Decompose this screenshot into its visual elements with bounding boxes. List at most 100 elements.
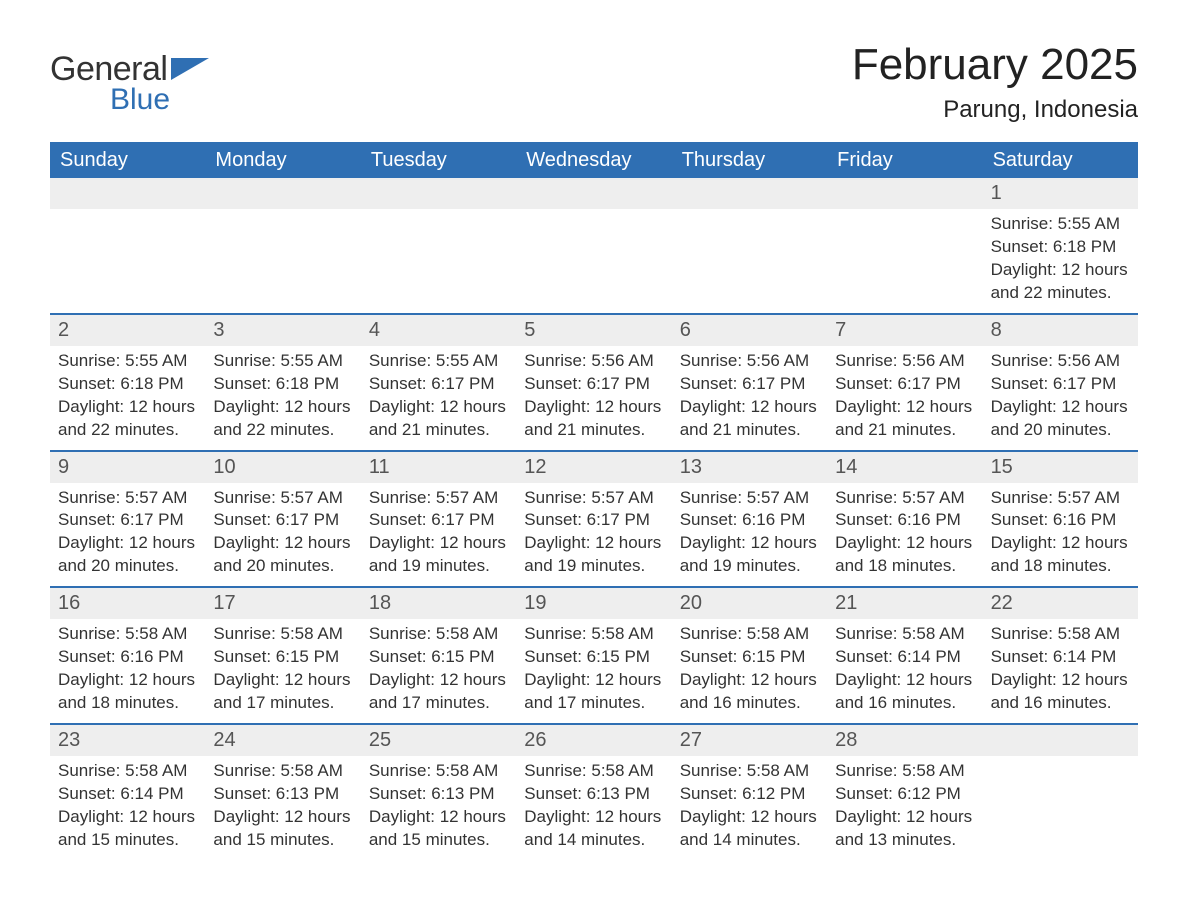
daylight1-label: Daylight: 12 hours	[369, 532, 508, 555]
title-block: February 2025 Parung, Indonesia	[852, 40, 1138, 124]
daylight1-label: Daylight: 12 hours	[680, 532, 819, 555]
day-number: 28	[827, 725, 982, 756]
week-row: 2Sunrise: 5:55 AMSunset: 6:18 PMDaylight…	[50, 313, 1138, 450]
sunrise-label: Sunrise: 5:57 AM	[58, 487, 197, 510]
sunset-label: Sunset: 6:18 PM	[991, 236, 1130, 259]
sunset-label: Sunset: 6:17 PM	[680, 373, 819, 396]
sunset-label: Sunset: 6:16 PM	[835, 509, 974, 532]
sunset-label: Sunset: 6:17 PM	[524, 373, 663, 396]
daylight2-label: and 21 minutes.	[680, 419, 819, 442]
day-details: Sunrise: 5:55 AMSunset: 6:18 PMDaylight:…	[983, 209, 1138, 313]
daylight2-label: and 17 minutes.	[369, 692, 508, 715]
day-number: 7	[827, 315, 982, 346]
sunset-label: Sunset: 6:13 PM	[524, 783, 663, 806]
sunrise-label: Sunrise: 5:57 AM	[680, 487, 819, 510]
day-cell	[983, 725, 1138, 860]
daylight2-label: and 17 minutes.	[524, 692, 663, 715]
daylight1-label: Daylight: 12 hours	[680, 669, 819, 692]
sunset-label: Sunset: 6:15 PM	[369, 646, 508, 669]
day-number: 25	[361, 725, 516, 756]
daylight2-label: and 16 minutes.	[991, 692, 1130, 715]
daylight2-label: and 21 minutes.	[835, 419, 974, 442]
weekday-header-cell: Monday	[205, 143, 360, 178]
sunrise-label: Sunrise: 5:58 AM	[58, 623, 197, 646]
day-details: Sunrise: 5:56 AMSunset: 6:17 PMDaylight:…	[672, 346, 827, 450]
day-cell: 18Sunrise: 5:58 AMSunset: 6:15 PMDayligh…	[361, 588, 516, 723]
daylight2-label: and 20 minutes.	[991, 419, 1130, 442]
sunrise-label: Sunrise: 5:58 AM	[58, 760, 197, 783]
daylight1-label: Daylight: 12 hours	[213, 532, 352, 555]
sunset-label: Sunset: 6:17 PM	[991, 373, 1130, 396]
day-number: 26	[516, 725, 671, 756]
sunset-label: Sunset: 6:13 PM	[369, 783, 508, 806]
day-cell	[516, 178, 671, 313]
day-number	[983, 725, 1138, 756]
day-cell: 23Sunrise: 5:58 AMSunset: 6:14 PMDayligh…	[50, 725, 205, 860]
day-number	[50, 178, 205, 209]
daylight1-label: Daylight: 12 hours	[680, 806, 819, 829]
day-details: Sunrise: 5:57 AMSunset: 6:17 PMDaylight:…	[205, 483, 360, 587]
day-number: 16	[50, 588, 205, 619]
daylight2-label: and 18 minutes.	[58, 692, 197, 715]
daylight1-label: Daylight: 12 hours	[835, 532, 974, 555]
day-number: 3	[205, 315, 360, 346]
daylight1-label: Daylight: 12 hours	[991, 396, 1130, 419]
day-details: Sunrise: 5:58 AMSunset: 6:15 PMDaylight:…	[361, 619, 516, 723]
daylight2-label: and 17 minutes.	[213, 692, 352, 715]
sunset-label: Sunset: 6:16 PM	[58, 646, 197, 669]
daylight1-label: Daylight: 12 hours	[991, 532, 1130, 555]
daylight2-label: and 22 minutes.	[213, 419, 352, 442]
day-cell: 8Sunrise: 5:56 AMSunset: 6:17 PMDaylight…	[983, 315, 1138, 450]
day-details: Sunrise: 5:58 AMSunset: 6:15 PMDaylight:…	[672, 619, 827, 723]
sunset-label: Sunset: 6:15 PM	[524, 646, 663, 669]
day-cell: 7Sunrise: 5:56 AMSunset: 6:17 PMDaylight…	[827, 315, 982, 450]
daylight2-label: and 22 minutes.	[991, 282, 1130, 305]
daylight1-label: Daylight: 12 hours	[58, 396, 197, 419]
daylight2-label: and 21 minutes.	[524, 419, 663, 442]
day-cell: 21Sunrise: 5:58 AMSunset: 6:14 PMDayligh…	[827, 588, 982, 723]
day-details: Sunrise: 5:55 AMSunset: 6:18 PMDaylight:…	[50, 346, 205, 450]
sunset-label: Sunset: 6:13 PM	[213, 783, 352, 806]
sunset-label: Sunset: 6:17 PM	[369, 373, 508, 396]
day-details: Sunrise: 5:58 AMSunset: 6:15 PMDaylight:…	[205, 619, 360, 723]
daylight2-label: and 13 minutes.	[835, 829, 974, 852]
day-cell	[205, 178, 360, 313]
day-details: Sunrise: 5:57 AMSunset: 6:17 PMDaylight:…	[50, 483, 205, 587]
day-details: Sunrise: 5:57 AMSunset: 6:16 PMDaylight:…	[827, 483, 982, 587]
daylight1-label: Daylight: 12 hours	[369, 396, 508, 419]
sunrise-label: Sunrise: 5:55 AM	[369, 350, 508, 373]
day-details: Sunrise: 5:58 AMSunset: 6:15 PMDaylight:…	[516, 619, 671, 723]
sunrise-label: Sunrise: 5:58 AM	[680, 760, 819, 783]
daylight1-label: Daylight: 12 hours	[524, 532, 663, 555]
day-number: 8	[983, 315, 1138, 346]
day-number: 11	[361, 452, 516, 483]
page-header: General Blue February 2025 Parung, Indon…	[50, 40, 1138, 124]
daylight2-label: and 21 minutes.	[369, 419, 508, 442]
day-number: 14	[827, 452, 982, 483]
daylight1-label: Daylight: 12 hours	[213, 396, 352, 419]
daylight2-label: and 16 minutes.	[835, 692, 974, 715]
day-cell: 2Sunrise: 5:55 AMSunset: 6:18 PMDaylight…	[50, 315, 205, 450]
day-cell	[50, 178, 205, 313]
sunset-label: Sunset: 6:15 PM	[680, 646, 819, 669]
day-cell	[672, 178, 827, 313]
daylight2-label: and 14 minutes.	[524, 829, 663, 852]
sunset-label: Sunset: 6:12 PM	[680, 783, 819, 806]
daylight1-label: Daylight: 12 hours	[369, 806, 508, 829]
daylight2-label: and 20 minutes.	[58, 555, 197, 578]
day-number	[827, 178, 982, 209]
day-details: Sunrise: 5:57 AMSunset: 6:17 PMDaylight:…	[516, 483, 671, 587]
daylight2-label: and 16 minutes.	[680, 692, 819, 715]
daylight1-label: Daylight: 12 hours	[835, 806, 974, 829]
sunrise-label: Sunrise: 5:58 AM	[524, 623, 663, 646]
day-cell: 12Sunrise: 5:57 AMSunset: 6:17 PMDayligh…	[516, 452, 671, 587]
daylight2-label: and 19 minutes.	[524, 555, 663, 578]
sunrise-label: Sunrise: 5:58 AM	[680, 623, 819, 646]
day-cell: 24Sunrise: 5:58 AMSunset: 6:13 PMDayligh…	[205, 725, 360, 860]
sunset-label: Sunset: 6:17 PM	[369, 509, 508, 532]
day-number: 15	[983, 452, 1138, 483]
sunrise-label: Sunrise: 5:56 AM	[524, 350, 663, 373]
daylight1-label: Daylight: 12 hours	[991, 259, 1130, 282]
sunrise-label: Sunrise: 5:55 AM	[58, 350, 197, 373]
sunset-label: Sunset: 6:17 PM	[58, 509, 197, 532]
